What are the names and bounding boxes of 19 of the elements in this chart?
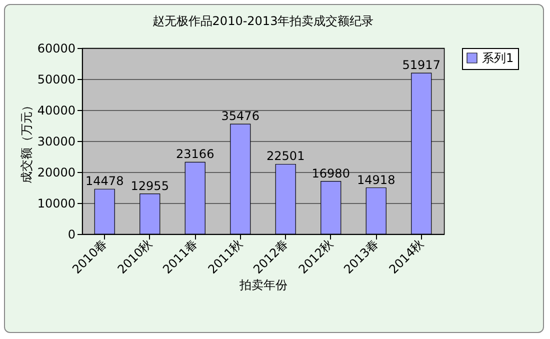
y-tick-label: 20000 <box>37 166 76 180</box>
data-label: 23166 <box>176 147 214 162</box>
data-label: 51917 <box>402 58 440 72</box>
y-tick-label: 40000 <box>37 104 76 118</box>
data-label: 22501 <box>266 149 305 164</box>
y-tick-label: 30000 <box>37 134 76 148</box>
data-label: 16980 <box>312 166 350 180</box>
y-tick-label: 50000 <box>37 72 76 86</box>
chart-title: 赵无极作品2010-2013年拍卖成交额纪录 <box>152 14 374 28</box>
y-axis-title: 成交额（万元） <box>19 100 34 184</box>
legend-label: 系列1 <box>482 51 514 65</box>
data-label: 35476 <box>221 109 260 124</box>
y-tick-label: 60000 <box>37 42 76 56</box>
y-tick-label: 0 <box>68 228 76 242</box>
data-label: 14478 <box>86 174 124 188</box>
data-label: 14918 <box>357 172 396 187</box>
x-axis-title: 拍卖年份 <box>238 278 288 292</box>
data-label: 12955 <box>130 178 169 193</box>
y-tick-label: 10000 <box>37 196 76 210</box>
